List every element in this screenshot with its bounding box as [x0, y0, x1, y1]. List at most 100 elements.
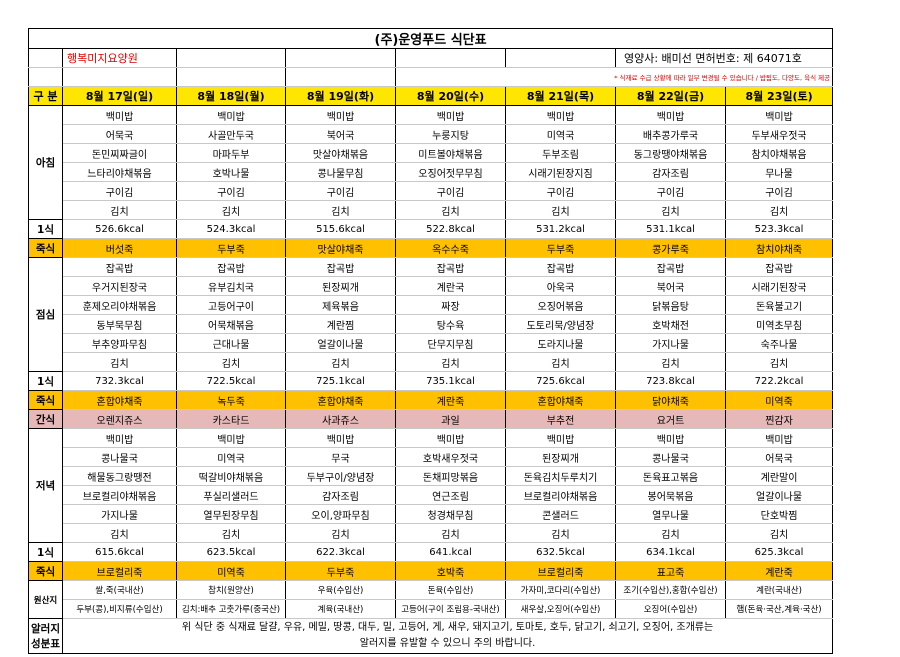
menu-item: 가자미,코다리(수입산)	[505, 580, 616, 600]
menu-item: 돈민찌짜글이	[62, 143, 177, 163]
menu-item: 혼합야채죽	[62, 390, 177, 410]
menu-item: 잡곡밥	[505, 257, 616, 277]
section-label: 아침	[28, 105, 63, 220]
menu-item: 혼합야채죽	[505, 390, 616, 410]
menu-item: 도토리묵/양념장	[505, 314, 616, 334]
menu-item: 백미밥	[176, 428, 286, 448]
menu-item: 잡곡밥	[615, 257, 726, 277]
menu-item: 마파두부	[176, 143, 286, 163]
day-header: 8월 18일(월)	[176, 86, 286, 106]
menu-item: 계란(국내산)	[724, 580, 834, 600]
menu-item: 새우살,오징어(수입산)	[505, 599, 616, 619]
menu-item: 돈육(수입산)	[395, 580, 506, 600]
empty-cell	[505, 48, 616, 68]
menu-item: 잡곡밥	[395, 257, 506, 277]
table-row: 점심 잡곡밥 잡곡밥 잡곡밥 잡곡밥 잡곡밥 잡곡밥 잡곡밥	[28, 257, 834, 372]
menu-item: 523.3kcal	[724, 219, 834, 239]
menu-item: 카스타드	[176, 409, 286, 429]
menu-item: 김치	[395, 200, 506, 220]
menu-item: 미역죽	[724, 390, 834, 410]
menu-item: 구이김	[615, 181, 726, 201]
table-row: * 식재료 수급 상황에 따라 일부 변경될 수 있습니다 / 밥됨도, 다양도…	[28, 67, 834, 87]
menu-item: 배추콩가루국	[615, 124, 726, 144]
menu-item: 두부죽	[176, 238, 286, 258]
menu-item: 622.3kcal	[285, 542, 396, 562]
menu-item: 623.5kcal	[176, 542, 286, 562]
dietitian: 영양사: 배미선 면허번호: 제 64071호	[614, 48, 834, 68]
menu-item: 숙주나물	[724, 333, 834, 353]
section-label: 죽식	[28, 561, 63, 581]
menu-item: 오징어(수입산)	[615, 599, 726, 619]
menu-item: 515.6kcal	[285, 219, 396, 239]
menu-item: 김치	[62, 523, 177, 543]
menu-item: 표고죽	[615, 561, 726, 581]
menu-item: 구이김	[395, 181, 506, 201]
menu-item: 가지나물	[62, 504, 177, 524]
menu-item: 백미밥	[615, 428, 726, 448]
menu-item: 무국	[285, 447, 396, 467]
section-label: 원산지	[28, 580, 63, 619]
day-header: 8월 19일(화)	[285, 86, 396, 106]
menu-item: 522.8kcal	[395, 219, 506, 239]
menu-item: 근대나물	[176, 333, 286, 353]
table-row: (주)운영푸드 식단표	[27, 28, 834, 49]
menu-item: 시래기된장국	[724, 276, 834, 296]
menu-item: 김치	[505, 523, 616, 543]
menu-item: 김치	[615, 200, 726, 220]
menu-item: 햄(돈육·국산,계육·국산)	[724, 599, 834, 619]
menu-item: 김치:배추 고춧가루(중국산)	[176, 599, 286, 619]
menu-item: 호박채전	[615, 314, 726, 334]
menu-item: 어묵국	[724, 447, 834, 467]
menu-item: 콩가루죽	[615, 238, 726, 258]
facility: 행복미지요양원	[62, 48, 177, 68]
menu-item: 부추전	[505, 409, 616, 429]
title: (주)운영푸드 식단표	[27, 28, 834, 49]
menu-item: 두부(콩),비지류(수입산)	[62, 599, 177, 619]
menu-table: (주)운영푸드 식단표 행복미지요양원 영양사: 배미선 면허번호: 제 64071…	[27, 28, 834, 654]
menu-item: 김치	[285, 200, 396, 220]
menu-item: 미트볼야채볶음	[395, 143, 506, 163]
header-label: 구 분	[28, 86, 63, 106]
menu-item: 콩나물국	[62, 447, 177, 467]
menu-item: 호박나물	[176, 162, 286, 182]
menu-item: 얼갈이나물	[285, 333, 396, 353]
table-row: 해물동그랑땡전 떡갈비야채볶음 두부구이/양념장 돈채피망볶음 돈육김치두루치기 돈육표고…	[29, 466, 834, 486]
menu-item: 열무된장무침	[176, 504, 286, 524]
menu-item: 콩나물국	[615, 447, 726, 467]
table-row: 1식 732.3kcal 722.5kcal 725.1kcal 735.1kcal 72…	[28, 371, 834, 391]
table-row: 저녁 백미밥 백미밥 백미밥 백미밥 백미밥 백미밥 백미밥	[28, 428, 834, 543]
menu-item: 백미밥	[62, 428, 177, 448]
menu-item: 동부묵무침	[62, 314, 177, 334]
menu-item: 호박새우젓국	[395, 447, 506, 467]
menu-item: 735.1kcal	[395, 371, 506, 391]
menu-item: 구이김	[176, 181, 286, 201]
menu-item: 고등어구이	[176, 295, 286, 315]
menu-item: 김치	[505, 352, 616, 372]
table-row: 부추양파무침 근대나물 얼갈이나물 단무지무침 도라지나물 가지나물 숙주나물	[29, 333, 834, 353]
menu-item: 두부구이/양념장	[285, 466, 396, 486]
empty-cell	[176, 48, 286, 68]
menu-item: 634.1kcal	[615, 542, 726, 562]
menu-item: 김치	[724, 200, 834, 220]
menu-item: 구이김	[505, 181, 616, 201]
menu-item: 김치	[724, 352, 834, 372]
section-label: 점심	[28, 257, 63, 372]
section-label: 1식	[28, 371, 63, 391]
menu-item: 누룽지탕	[395, 124, 506, 144]
menu-item: 계란죽	[724, 561, 834, 581]
menu-item: 구이김	[285, 181, 396, 201]
menu-item: 돈채피망볶음	[395, 466, 506, 486]
menu-item: 어묵채볶음	[176, 314, 286, 334]
menu-item: 백미밥	[395, 428, 506, 448]
day-header: 8월 17일(일)	[62, 86, 177, 106]
menu-item: 백미밥	[505, 428, 616, 448]
menu-item: 김치	[615, 523, 726, 543]
table-row: 가지나물 열무된장무침 오이,양파무침 청경채무침 콘샐러드 열무나물 단호박찜	[29, 504, 834, 524]
menu-item: 두부조림	[505, 143, 616, 163]
section-label: 간식	[28, 409, 63, 429]
table-row: 구이김 구이김 구이김 구이김 구이김 구이김 구이김	[29, 181, 834, 201]
menu-item: 531.1kcal	[615, 219, 726, 239]
table-row: 콩나물국 미역국 무국 호박새우젓국 된장찌개 콩나물국 어묵국	[29, 447, 834, 467]
menu-item: 훈제오리야채볶음	[62, 295, 177, 315]
menu-item: 무나물	[724, 162, 834, 182]
